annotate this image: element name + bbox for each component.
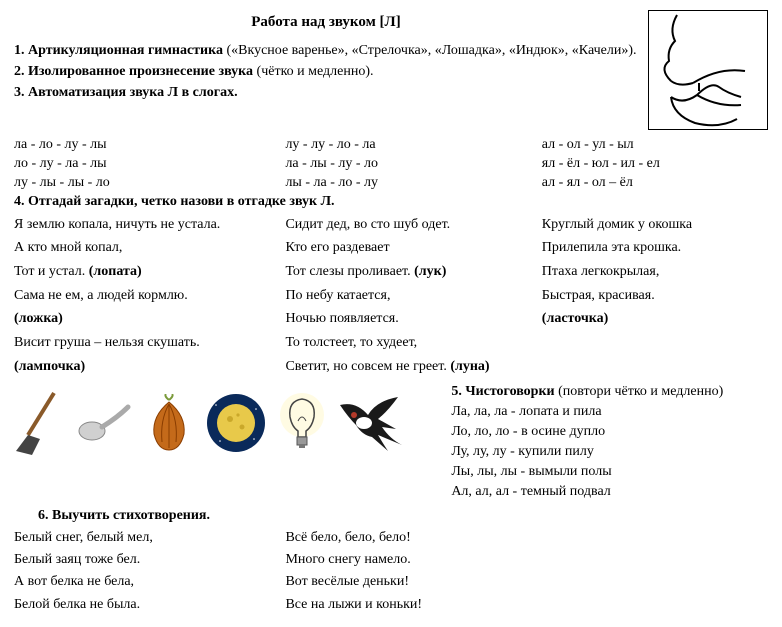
poem-line: Всё бело, бело, бело! xyxy=(285,528,541,548)
riddles-col: Круглый домик у окошкаПрилепила эта крош… xyxy=(542,214,768,380)
section-5-rest: (повтори чётко и медленно) xyxy=(555,384,724,399)
text-line: Я землю копала, ничуть не устала. xyxy=(14,214,277,236)
text-line: Сама не ем, а людей кормлю. xyxy=(14,285,277,307)
text-line: По небу катается, xyxy=(285,285,533,307)
text-line: Быстрая, красивая. xyxy=(542,285,768,307)
text-line: Тот и устал. (лопата) xyxy=(14,261,277,283)
onion-icon xyxy=(146,394,192,452)
riddles-col: Я землю копала, ничуть не устала.А кто м… xyxy=(14,214,285,380)
syl-cell: лу - лу - ло - ла xyxy=(285,136,541,155)
poem-line: Белый заяц тоже бел. xyxy=(14,550,285,570)
image-strip xyxy=(14,383,451,457)
text-line: Сидит дед, во сто шуб одет. xyxy=(285,214,533,236)
poem-line: А вот белка не бела, xyxy=(14,572,285,592)
syl-cell: ла - лы - лу - ло xyxy=(285,155,541,174)
poems-col: Всё бело, бело, бело!Много снегу намело.… xyxy=(285,528,541,617)
text-line: (ложка) xyxy=(14,308,277,330)
moon-night-icon xyxy=(206,393,266,453)
text-line: (лампочка) xyxy=(14,356,277,378)
syl-cell: ал - ол - ул - ыл xyxy=(542,136,768,155)
poem-line: Все на лыжи и коньки! xyxy=(285,595,541,615)
section-5-label: 5. Чистоговорки xyxy=(451,384,554,399)
section-1-rest: («Вкусное варенье», «Стрелочка», «Лошадк… xyxy=(223,43,637,58)
section-1-label: 1. Артикуляционная гимнастика xyxy=(14,43,223,58)
poem-line: Много снегу намело. xyxy=(285,550,541,570)
riddles-block: Я землю копала, ничуть не устала.А кто м… xyxy=(14,214,768,380)
spoon-icon xyxy=(76,397,132,449)
text-line: Кто его раздевает xyxy=(285,237,533,259)
text-line: А кто мной копал, xyxy=(14,237,277,259)
section-6-label: 6. Выучить стихотворения. xyxy=(38,507,768,526)
riddles-col: Сидит дед, во сто шуб одет.Кто его разде… xyxy=(285,214,541,380)
poem-line: Вот весёлые деньки! xyxy=(285,572,541,592)
chisto-line: Лу, лу, лу - купили пилу xyxy=(451,443,768,462)
syllable-row: ло - лу - ла - лы ла - лы - лу - ло ял -… xyxy=(14,155,768,174)
syllable-row: ла - ло - лу - лы лу - лу - ло - ла ал -… xyxy=(14,136,768,155)
text-line: Прилепила эта крошка. xyxy=(542,237,768,259)
chisto-line: Ла, ла, ла - лопата и пила xyxy=(451,403,768,422)
text-line: Висит груша – нельзя скушать. xyxy=(14,332,277,354)
syllable-row: лу - лы - лы - ло лы - ла - ло - лу ал -… xyxy=(14,174,768,193)
poems-block: Белый снег, белый мел,Белый заяц тоже бе… xyxy=(14,528,768,617)
section-4-label: 4. Отгадай загадки, четко назови в отгад… xyxy=(14,193,768,212)
articulation-diagram xyxy=(648,10,768,130)
chistogovorki-block: 5. Чистоговорки (повтори чётко и медленн… xyxy=(451,383,768,502)
poem-line: Белой белка не была. xyxy=(14,595,285,615)
syl-cell: ла - ло - лу - лы xyxy=(14,136,285,155)
syl-cell: лы - ла - ло - лу xyxy=(285,174,541,193)
text-line: То толстеет, то худеет, xyxy=(285,332,533,354)
lightbulb-icon xyxy=(280,393,324,453)
syl-cell: ло - лу - ла - лы xyxy=(14,155,285,174)
syl-cell: ял - ёл - юл - ил - ел xyxy=(542,155,768,174)
text-line: Светит, но совсем не греет. (луна) xyxy=(285,356,533,378)
section-5: 5. Чистоговорки (повтори чётко и медленн… xyxy=(451,383,768,402)
chisto-line: Лы, лы, лы - вымыли полы xyxy=(451,463,768,482)
poem-line: Белый снег, белый мел, xyxy=(14,528,285,548)
section-2-label: 2. Изолированное произнесение звука xyxy=(14,64,253,79)
section-2-rest: (чётко и медленно). xyxy=(253,64,373,79)
swallow-bird-icon xyxy=(338,395,408,451)
poems-col: Белый снег, белый мел,Белый заяц тоже бе… xyxy=(14,528,285,617)
shovel-icon xyxy=(14,389,62,457)
chisto-line: Ло, ло, ло - в осине дупло xyxy=(451,423,768,442)
syl-cell: лу - лы - лы - ло xyxy=(14,174,285,193)
text-line: Тот слезы проливает. (лук) xyxy=(285,261,533,283)
chisto-line: Ал, ал, ал - темный подвал xyxy=(451,483,768,502)
text-line: (ласточка) xyxy=(542,308,768,330)
syl-cell: ал - ял - ол – ёл xyxy=(542,174,768,193)
text-line: Птаха легкокрылая, xyxy=(542,261,768,283)
text-line: Круглый домик у окошка xyxy=(542,214,768,236)
text-line: Ночью появляется. xyxy=(285,308,533,330)
